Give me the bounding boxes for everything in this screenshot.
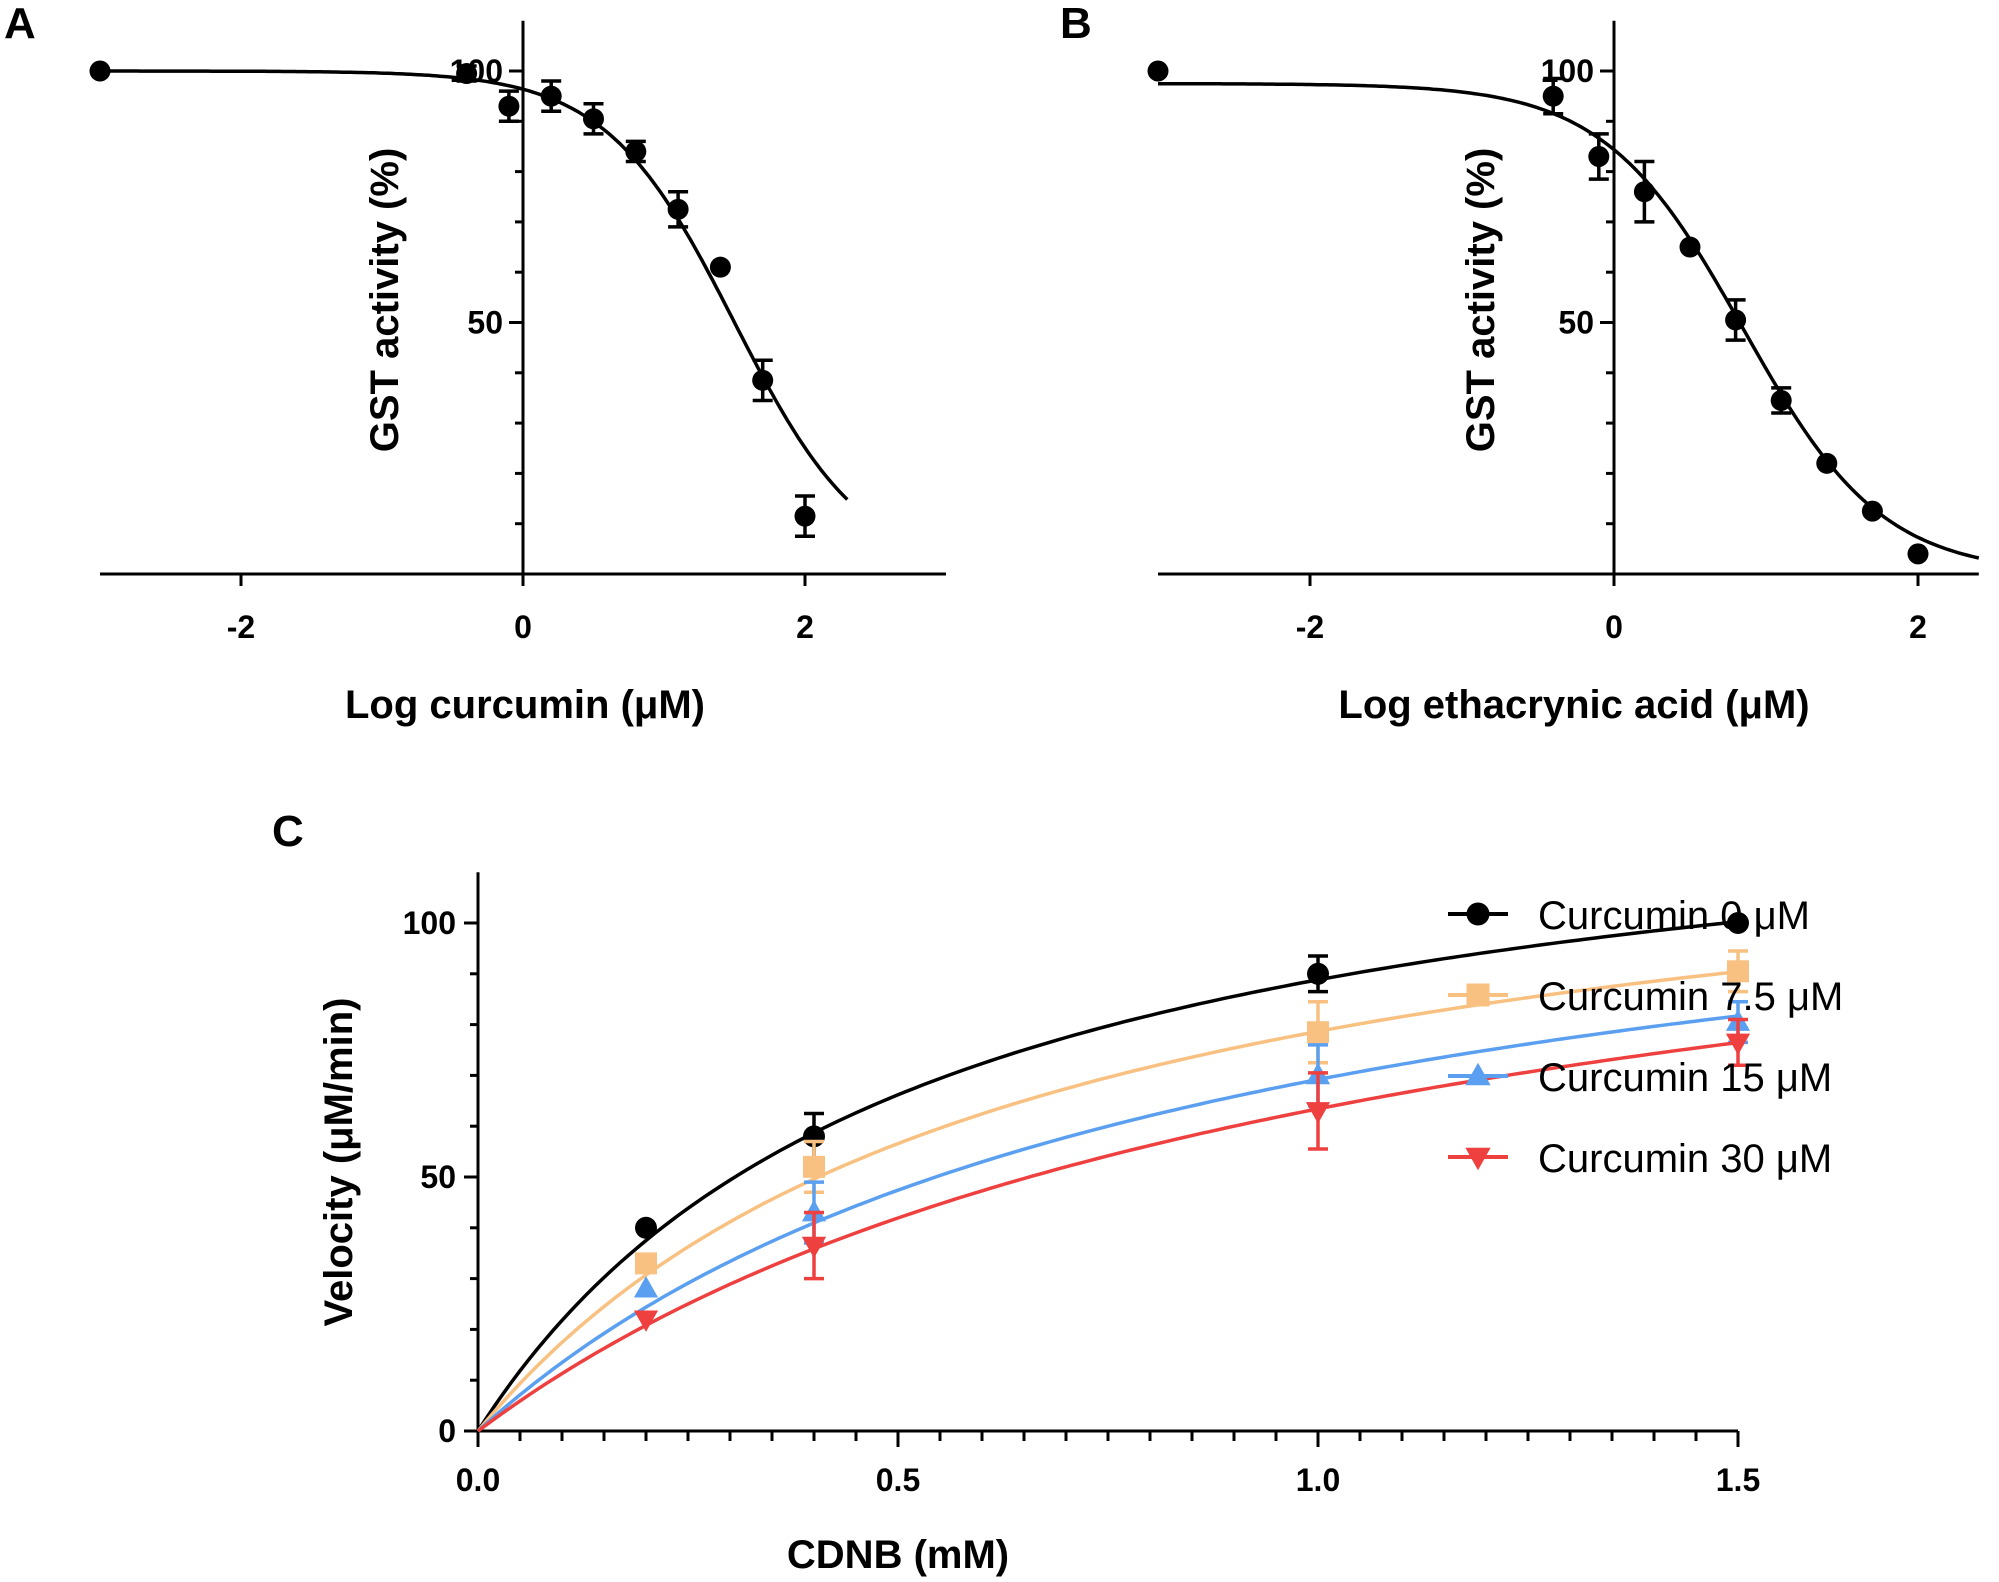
x-tick-label-2: 2 [1909,609,1927,645]
series-1-point-1 [803,1156,825,1178]
data-point-1 [1543,86,1564,107]
legend-entry-1: Curcumin 7.5 μM [1448,975,1843,1019]
data-point-3 [1634,181,1655,202]
data-point-2 [1588,146,1609,167]
panel-c-letter: C [272,807,304,856]
legend-marker-0 [1467,903,1490,926]
panel-a-points [90,61,816,537]
data-point-8 [1862,501,1883,522]
data-point-5 [1725,309,1746,330]
legend-label-3: Curcumin 30 μM [1538,1137,1832,1181]
x-tick-label-1: 0.5 [876,1462,920,1498]
panel-b-x-axis-title: Log ethacrynic acid (μM) [1338,683,1809,727]
panel-c-y-axis-title: Velocity (μM/min) [317,998,361,1327]
y-tick-label-1: 50 [420,1159,456,1195]
panel-b-points [1148,61,1929,565]
data-point-1 [456,63,477,84]
data-point-2 [498,96,519,117]
data-point-4 [1680,237,1701,258]
legend-swatch-2 [1448,1063,1508,1085]
series-0-point-2 [1307,963,1329,985]
legend-entry-3: Curcumin 30 μM [1448,1137,1832,1181]
data-point-0 [90,61,111,82]
series-1-point-2 [1307,1021,1329,1043]
series-3-curve [478,1043,1738,1432]
legend-entry-2: Curcumin 15 μM [1448,1056,1832,1100]
legend-label-1: Curcumin 7.5 μM [1538,975,1843,1019]
x-tick-label-3: 1.5 [1716,1462,1760,1498]
y-tick-label-1: 100 [1541,53,1594,89]
x-tick-label-0: -2 [227,609,255,645]
data-point-0 [1148,61,1169,82]
x-tick-label-0: 0.0 [456,1462,500,1498]
legend-label-2: Curcumin 15 μM [1538,1056,1832,1100]
data-point-4 [583,108,604,129]
y-tick-label-2: 100 [403,905,456,941]
panel-b-y-axis-title: GST activity (%) [1459,148,1503,453]
panel-b-axes: -2 0 2 50 100 [1158,21,1979,645]
series-3-point-1 [802,1237,826,1258]
data-point-8 [752,370,773,391]
x-tick-label-2: 2 [796,609,814,645]
panel-c: C 0.0 0.5 1.0 1.5 0 50 100 CDNB (mM) Velocity … [272,807,1843,1577]
x-tick-label-1: 0 [1605,609,1623,645]
y-tick-label-0: 0 [438,1413,456,1449]
y-tick-label-0: 50 [1558,305,1594,341]
data-point-7 [1816,453,1837,474]
data-point-9 [1908,543,1929,564]
fit-curve [100,71,847,500]
legend-entry-0: Curcumin 0 μM [1448,894,1810,938]
panel-c-axes: 0.0 0.5 1.0 1.5 0 50 100 [403,872,1761,1498]
legend-swatch-3 [1448,1148,1508,1170]
series-3-point-2 [1306,1102,1330,1123]
x-tick-label-1: 0 [514,609,532,645]
panel-b-letter: B [1060,0,1092,48]
data-point-6 [668,199,689,220]
panel-a-x-axis-title: Log curcumin (μM) [345,683,705,727]
panel-c-x-axis-title: CDNB (mM) [787,1533,1009,1577]
panel-a-letter: A [4,0,36,48]
figure: A -2 0 2 50 100 Log curcumin (μM) GST activi… [0,0,1999,1582]
panel-c-legend: Curcumin 0 μM Curcumin 7.5 μM Curcumin 1… [1448,894,1843,1181]
data-point-3 [541,86,562,107]
series-0-point-0 [635,1217,657,1239]
data-point-7 [710,257,731,278]
legend-marker-3 [1465,1148,1490,1170]
data-point-5 [625,141,646,162]
series-1-point-0 [635,1252,657,1274]
x-tick-label-2: 1.0 [1296,1462,1340,1498]
legend-marker-2 [1465,1063,1490,1085]
panel-a-y-axis-title: GST activity (%) [363,148,407,453]
y-tick-label-0: 50 [467,305,503,341]
legend-marker-1 [1467,984,1490,1007]
legend-swatch-0 [1448,903,1508,926]
data-point-6 [1771,390,1792,411]
x-tick-label-0: -2 [1296,609,1324,645]
data-point-9 [795,506,816,527]
panel-b: B -2 0 2 50 100 Log ethacrynic acid (μM) GST… [1060,0,1979,727]
panel-a-curve-layer [100,71,847,500]
legend-label-0: Curcumin 0 μM [1538,894,1810,938]
